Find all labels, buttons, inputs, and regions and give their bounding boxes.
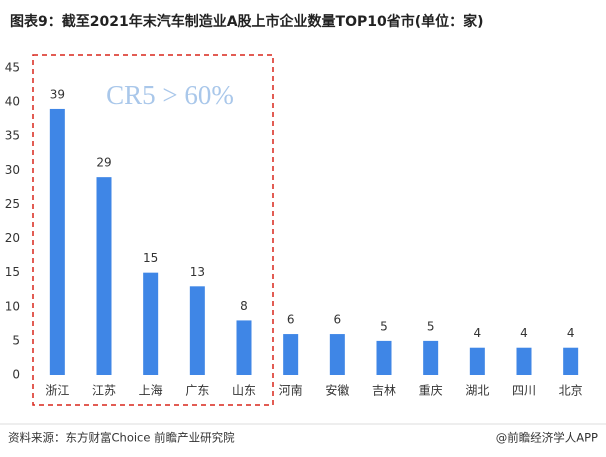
y-tick-label: 0 [12,368,20,382]
x-tick-label: 安徽 [325,383,349,398]
data-label: 4 [520,326,528,340]
data-label: 6 [334,313,342,327]
x-tick-label: 北京 [559,384,583,398]
data-label: 15 [143,251,158,265]
x-tick-label: 重庆 [419,384,443,398]
data-label: 5 [427,319,435,333]
bar [143,272,159,375]
x-tick-label: 吉林 [372,384,396,398]
y-tick-label: 25 [5,197,20,211]
bar [376,340,392,375]
y-tick-label: 40 [5,95,20,109]
bar [189,286,205,375]
data-label: 39 [50,87,65,101]
y-tick-label: 15 [5,265,20,279]
bar [469,347,485,375]
y-tick-label: 20 [5,231,20,245]
x-tick-label: 湖北 [465,383,489,398]
data-label: 8 [240,299,248,313]
bar [283,334,299,375]
annotation: CR5 > 60% [106,80,234,110]
data-label: 4 [474,326,482,340]
x-tick-label: 广东 [185,384,209,398]
y-tick-label: 45 [5,61,20,75]
bar [423,340,439,375]
y-tick-label: 5 [12,333,20,347]
y-tick-label: 10 [5,299,20,313]
data-label: 5 [380,319,388,333]
bar [236,320,252,375]
bar [96,177,112,375]
x-tick-label: 江苏 [92,384,116,398]
source: 资料来源：东方财富Choice 前瞻产业研究院 [8,431,235,445]
x-tick-label: 上海 [139,383,163,398]
bar [329,334,345,375]
data-label: 6 [287,313,295,327]
data-label: 29 [96,156,111,170]
x-tick-label: 四川 [512,384,536,398]
data-label: 13 [190,265,205,279]
y-tick-label: 30 [5,163,20,177]
highlight-box [32,54,274,406]
y-tick-label: 35 [5,129,20,143]
bar [516,347,532,375]
x-tick-label: 河南 [279,383,303,398]
x-tick-label: 浙江 [45,384,69,398]
bar [49,108,65,375]
data-label: 4 [567,326,575,340]
x-tick-label: 山东 [232,384,256,398]
credit: @前瞻经济学人APP [496,431,598,445]
chart-title: 图表9：截至2021年末汽车制造业A股上市企业数量TOP10省市(单位：家) [10,13,484,30]
bar [563,347,579,375]
